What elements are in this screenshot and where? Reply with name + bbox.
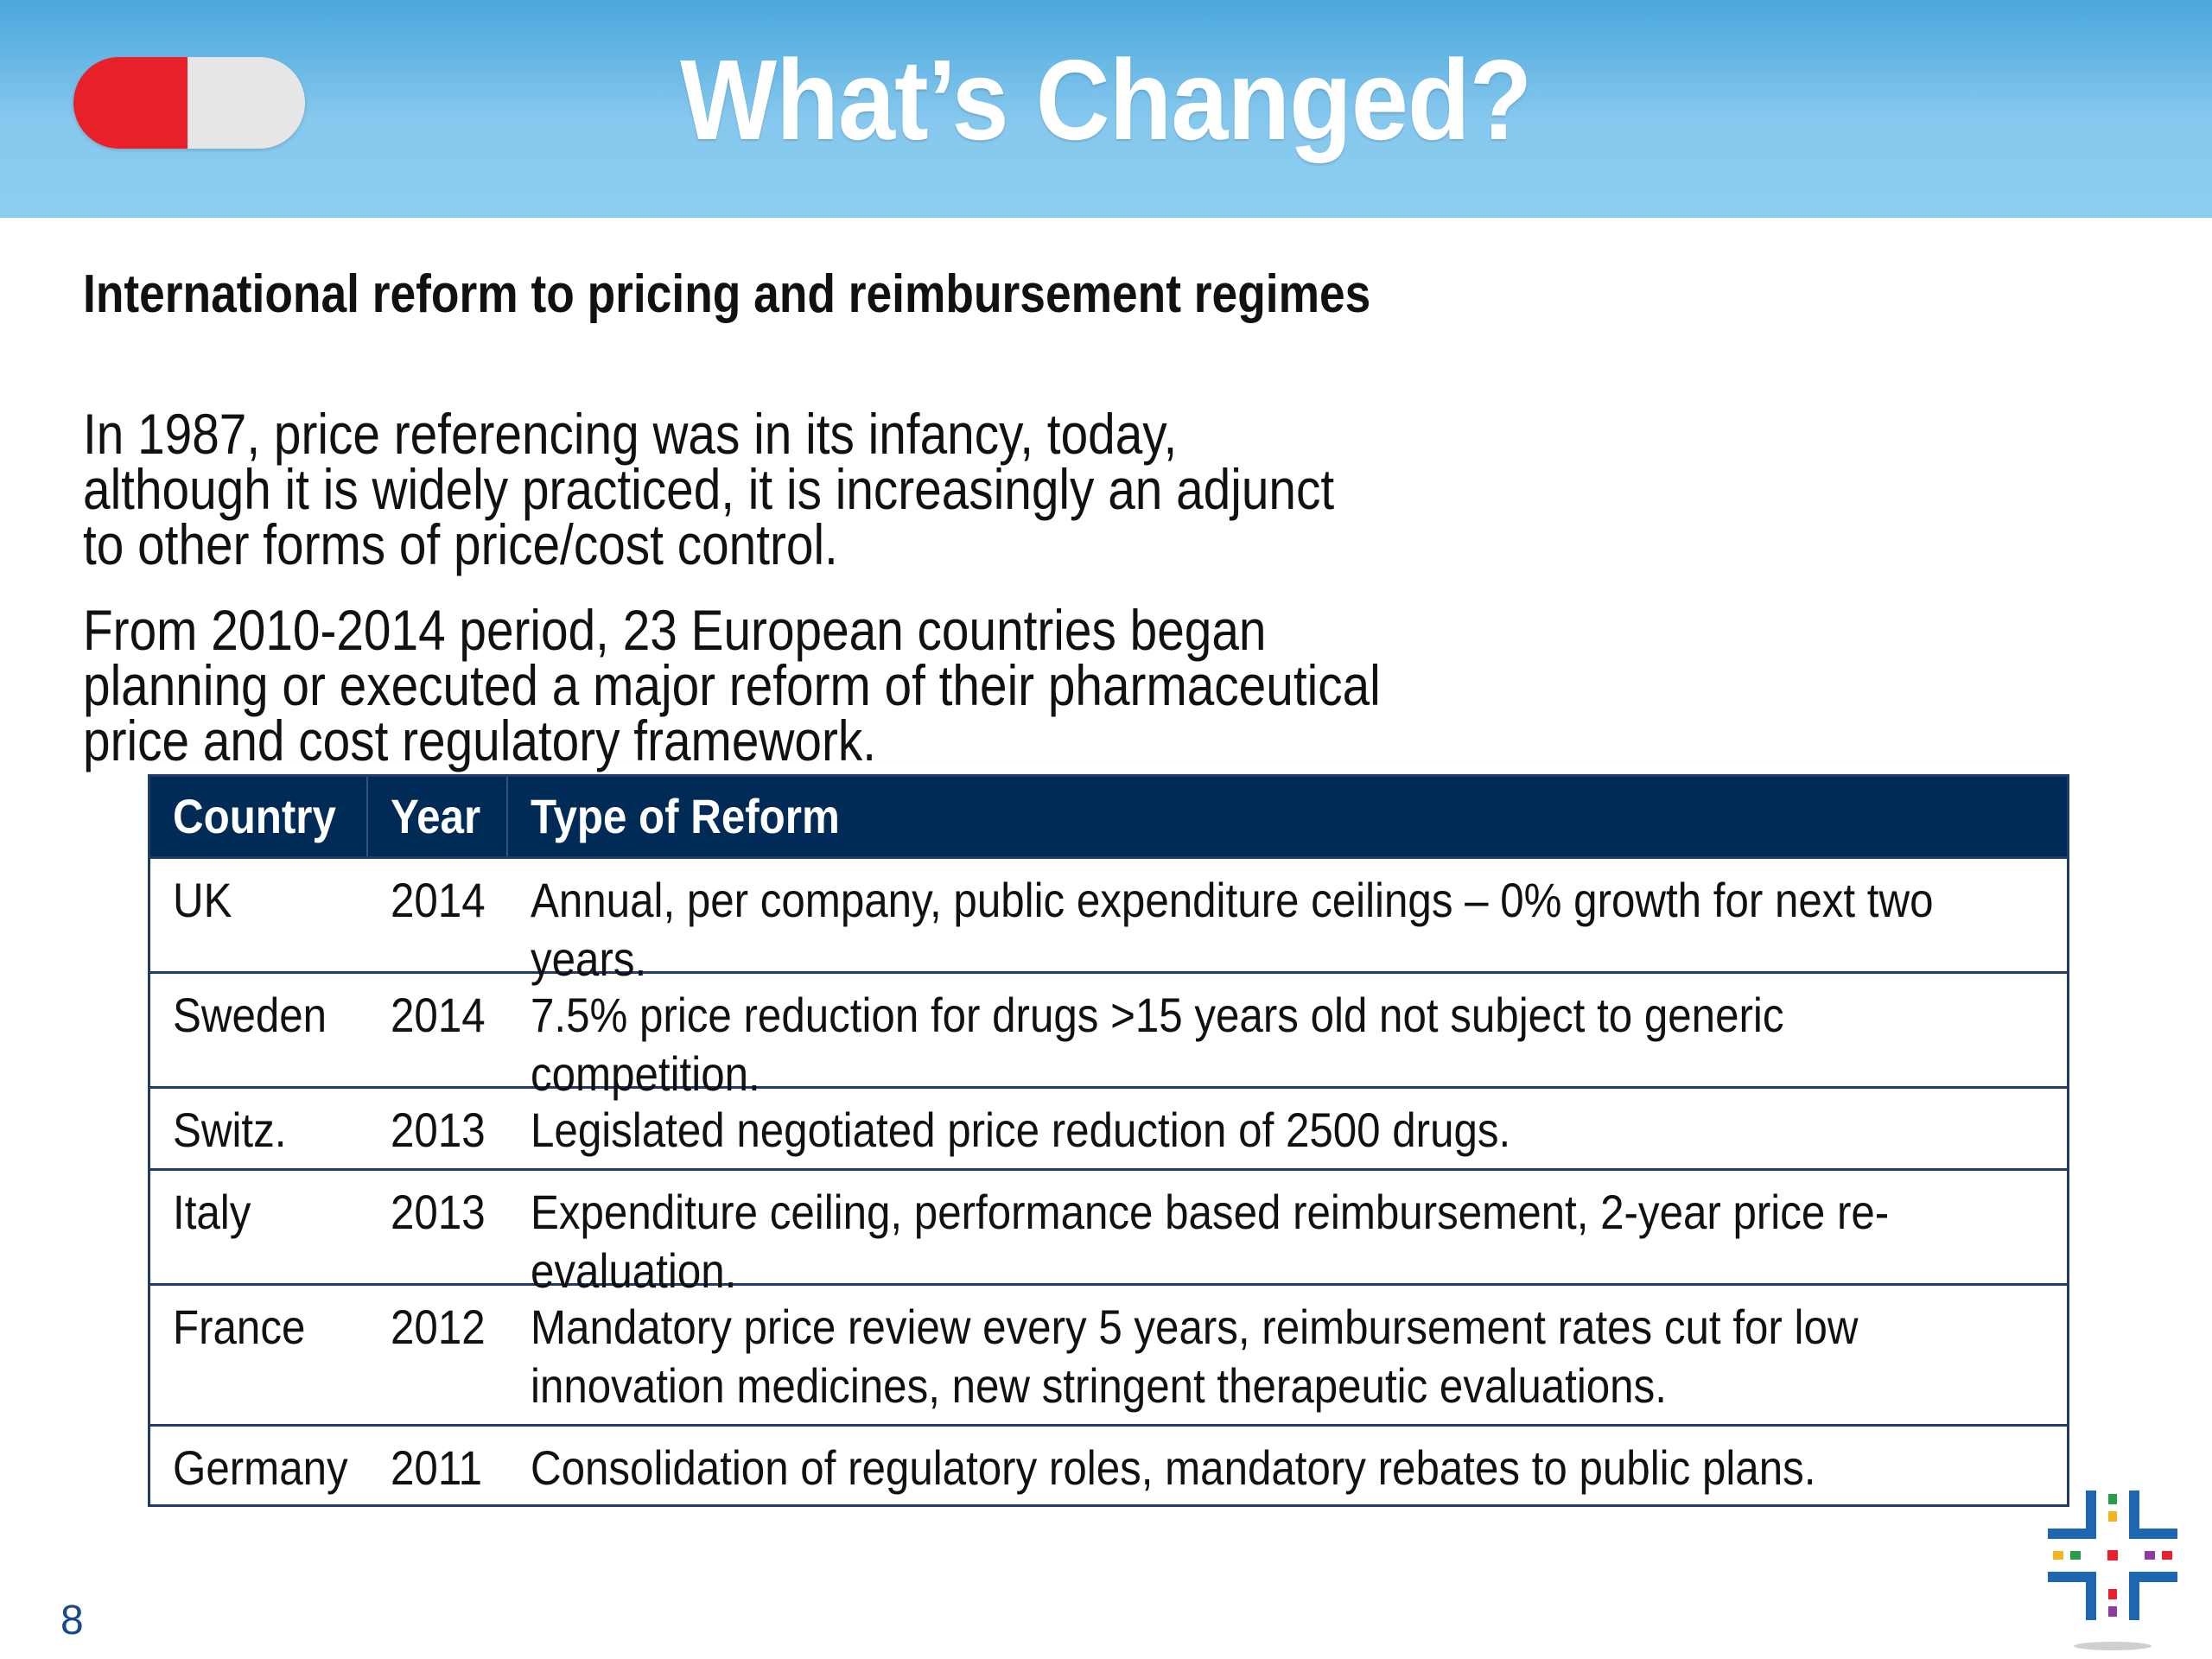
table-row: Switz. 2013 Legislated negotiated price … (150, 1086, 2067, 1168)
pill-red-half (73, 57, 188, 149)
header-banner: What’s Changed? (0, 0, 2212, 218)
page-number: 8 (60, 1598, 84, 1643)
table-row: Sweden 2014 7.5% price reduction for dru… (150, 971, 2067, 1101)
country-cell: Sweden (173, 988, 327, 1042)
year-cell: 2013 (391, 1185, 486, 1239)
section-subtitle: International reform to pricing and reim… (83, 264, 1371, 324)
cross-logo-icon (2048, 1491, 2177, 1650)
year-cell: 2014 (391, 988, 486, 1042)
year-cell: 2013 (391, 1103, 486, 1157)
country-cell: Switz. (173, 1103, 287, 1157)
country-cell: Germany (173, 1440, 348, 1495)
pill-white-half (188, 57, 305, 149)
table-row: Germany 2011 Consolidation of regulatory… (150, 1424, 2067, 1504)
reform-cell: Annual, per company, public expenditure … (531, 873, 1934, 986)
table-row: UK 2014 Annual, per company, public expe… (150, 856, 2067, 986)
reform-cell: Mandatory price review every 5 years, re… (531, 1300, 1859, 1413)
header-type-of-reform: Type of Reform (531, 789, 840, 843)
reform-cell: Expenditure ceiling, performance based r… (531, 1185, 1890, 1298)
year-cell: 2011 (391, 1440, 482, 1495)
reform-table: Country Year Type of Reform UK 2014 Annu… (148, 774, 2069, 1507)
header-year: Year (368, 777, 508, 856)
paragraph-european-reform: From 2010-2014 period, 23 European count… (83, 598, 1381, 772)
year-cell: 2012 (391, 1300, 486, 1354)
table-row: Italy 2013 Expenditure ceiling, performa… (150, 1168, 2067, 1298)
country-cell: UK (173, 873, 232, 927)
year-cell: 2014 (391, 873, 486, 927)
header-country: Country (150, 777, 368, 856)
reform-cell: 7.5% price reduction for drugs >15 years… (531, 988, 1784, 1101)
pill-icon (73, 57, 305, 149)
paragraph-price-referencing: In 1987, price referencing was in its in… (83, 402, 1335, 576)
reform-cell: Consolidation of regulatory roles, manda… (531, 1440, 1816, 1495)
reform-cell: Legislated negotiated price reduction of… (531, 1103, 1511, 1157)
country-cell: France (173, 1300, 306, 1354)
table-row: France 2012 Mandatory price review every… (150, 1283, 2067, 1424)
country-cell: Italy (173, 1185, 251, 1239)
page-title: What’s Changed? (680, 36, 1532, 163)
table-header-row: Country Year Type of Reform (150, 777, 2067, 856)
